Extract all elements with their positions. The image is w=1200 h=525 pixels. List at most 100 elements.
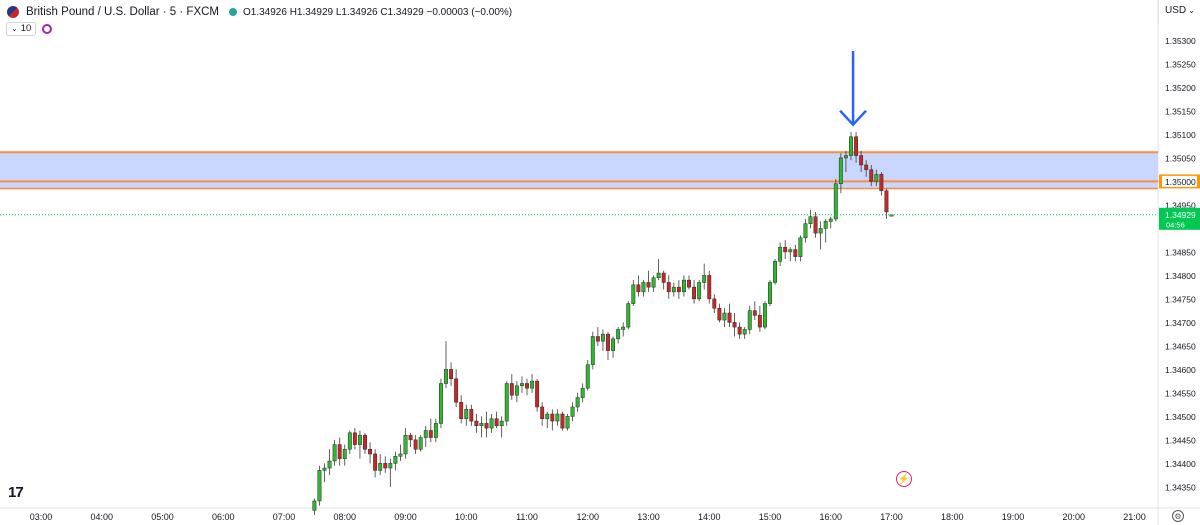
candle[interactable] [803, 219, 808, 243]
candle[interactable] [762, 301, 767, 330]
candle[interactable] [469, 404, 474, 426]
candle[interactable] [849, 132, 853, 161]
candle[interactable] [854, 132, 859, 163]
lightning-icon[interactable]: ⚡ [896, 471, 912, 487]
candle[interactable] [550, 409, 555, 431]
candle[interactable] [722, 308, 727, 328]
candle[interactable] [661, 270, 666, 290]
candle[interactable] [843, 150, 848, 173]
candle[interactable] [757, 305, 762, 332]
candle[interactable] [413, 435, 418, 454]
candle[interactable] [322, 463, 327, 483]
candle[interactable] [621, 322, 626, 337]
candle[interactable] [504, 381, 509, 426]
candle[interactable] [519, 376, 524, 393]
candle[interactable] [525, 378, 529, 396]
candle[interactable] [393, 451, 398, 471]
candle[interactable] [666, 275, 671, 299]
candle[interactable] [454, 369, 459, 407]
candle[interactable] [499, 416, 504, 438]
candle[interactable] [509, 374, 514, 400]
candle[interactable] [818, 221, 823, 250]
candle[interactable] [327, 449, 332, 476]
candle[interactable] [752, 301, 757, 321]
candle[interactable] [838, 153, 843, 194]
candle[interactable] [681, 275, 686, 297]
resistance-zone[interactable] [0, 152, 1158, 189]
candle[interactable] [555, 409, 560, 426]
candle[interactable] [342, 444, 347, 466]
candle[interactable] [732, 312, 737, 337]
candle[interactable] [697, 280, 702, 302]
candle[interactable] [606, 331, 610, 360]
candle[interactable] [727, 303, 732, 328]
candle[interactable] [687, 275, 691, 290]
candle[interactable] [717, 303, 722, 323]
candle[interactable] [363, 432, 367, 454]
candle[interactable] [474, 414, 479, 433]
candle[interactable] [464, 404, 469, 426]
candle[interactable] [793, 244, 798, 262]
candle[interactable] [494, 411, 499, 429]
candle[interactable] [398, 444, 403, 462]
candle[interactable] [869, 164, 874, 187]
candle[interactable] [656, 258, 661, 281]
candle[interactable] [317, 465, 322, 506]
candle[interactable] [484, 411, 489, 438]
candle[interactable] [611, 336, 616, 358]
candle[interactable] [489, 414, 494, 433]
candle[interactable] [884, 188, 889, 220]
candle[interactable] [459, 395, 464, 424]
candle[interactable] [813, 211, 818, 238]
candle[interactable] [408, 432, 413, 447]
candle[interactable] [616, 327, 621, 344]
candle[interactable] [833, 179, 838, 222]
candle[interactable] [444, 341, 448, 389]
candle[interactable] [590, 331, 595, 370]
candle[interactable] [828, 216, 833, 229]
symbol-title[interactable]: British Pound / U.S. Dollar · 5 · FXCM [26, 6, 219, 18]
candle[interactable] [788, 247, 793, 262]
candle[interactable] [808, 209, 813, 229]
down-arrow-annotation[interactable] [839, 51, 867, 127]
indicator-toggle[interactable]: ⌄ 10 [6, 22, 37, 36]
candle[interactable] [585, 359, 590, 391]
candle[interactable] [773, 258, 778, 285]
candle[interactable] [479, 416, 484, 438]
candle[interactable] [600, 329, 605, 351]
candle[interactable] [312, 498, 317, 516]
candle[interactable] [646, 270, 651, 292]
candle[interactable] [373, 449, 378, 478]
candle[interactable] [879, 172, 884, 196]
gear-icon[interactable]: ⚙ [1172, 510, 1184, 522]
candle[interactable] [702, 263, 707, 290]
candle[interactable] [570, 402, 575, 422]
candle[interactable] [337, 437, 342, 466]
candle[interactable] [651, 275, 656, 292]
candle[interactable] [403, 428, 408, 459]
candle[interactable] [378, 453, 383, 476]
candle[interactable] [388, 458, 393, 487]
candle[interactable] [707, 270, 712, 304]
candle[interactable] [742, 327, 747, 339]
candle[interactable] [560, 411, 565, 431]
candle[interactable] [575, 392, 580, 412]
candle[interactable] [368, 442, 373, 464]
candle[interactable] [580, 383, 585, 403]
candle[interactable] [747, 305, 752, 335]
candle[interactable] [874, 169, 879, 187]
candle[interactable] [692, 280, 697, 304]
candle[interactable] [352, 428, 357, 450]
candle[interactable] [783, 240, 788, 259]
candle[interactable] [864, 160, 869, 177]
candle[interactable] [595, 327, 600, 346]
candle[interactable] [332, 439, 337, 466]
candle[interactable] [712, 294, 717, 313]
candle[interactable] [357, 430, 362, 459]
candle[interactable] [383, 456, 388, 473]
tradingview-logo[interactable]: 17 [8, 484, 24, 501]
candle[interactable] [778, 242, 783, 266]
candle[interactable] [514, 381, 519, 403]
candle[interactable] [438, 378, 443, 429]
